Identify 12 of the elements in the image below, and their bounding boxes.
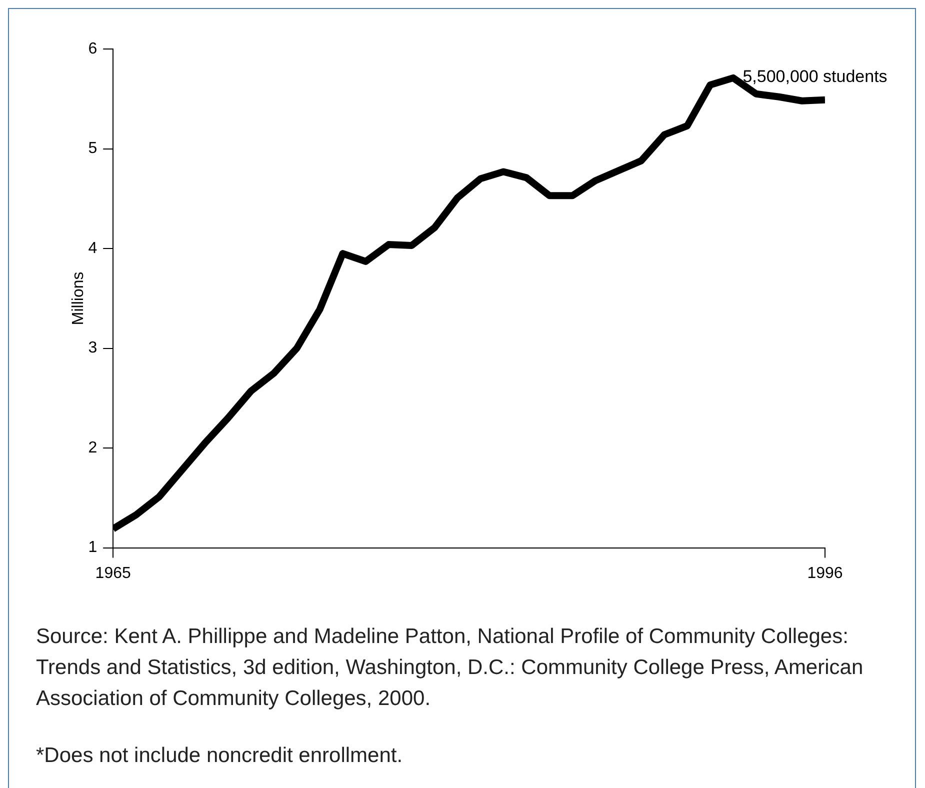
y-axis-title: Millions <box>70 272 88 326</box>
source-note: Source: Kent A. Phillippe and Madeline Patton, National Profile of Community Colleges: Trends and Statistics, 3d edition, Washington, D.C.: Community College Press, American Association of Community Colleges, 2000. <box>36 624 864 712</box>
x-tick-label: 1965 <box>95 564 131 582</box>
annotation: 5,500,000 students <box>742 67 888 86</box>
x-tick-label: 1996 <box>807 564 843 582</box>
y-tick-label: 4 <box>88 240 98 257</box>
text: *Does not include noncredit enrollment. <box>36 743 404 769</box>
y-tick-label: 1 <box>88 539 98 556</box>
y-tick-label: 2 <box>88 439 98 456</box>
y-tick-label: 5 <box>88 140 98 158</box>
y-tick-label: 6 <box>88 40 98 58</box>
y-tick-label: 3 <box>88 340 98 357</box>
